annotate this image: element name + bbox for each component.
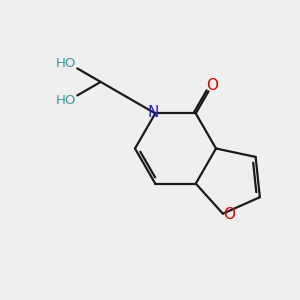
Text: O: O (206, 78, 218, 93)
Text: O: O (224, 207, 236, 222)
Text: HO: HO (56, 94, 76, 107)
Text: HO: HO (56, 56, 76, 70)
Text: N: N (147, 105, 158, 120)
